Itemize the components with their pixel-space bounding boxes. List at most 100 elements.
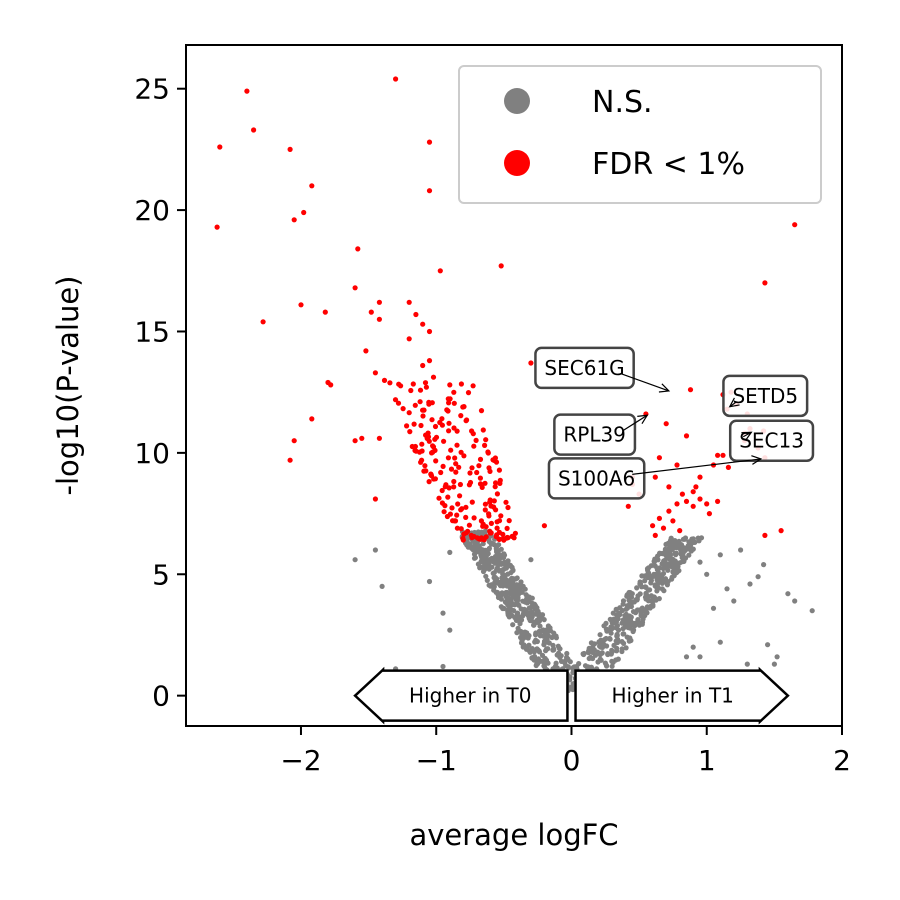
ns-point — [609, 658, 615, 664]
ns-point — [636, 622, 643, 628]
fdr-point — [652, 474, 658, 480]
fdr-point — [458, 507, 464, 513]
ns-point — [500, 583, 506, 589]
fdr-point — [762, 532, 768, 539]
fdr-point — [420, 362, 426, 369]
ns-point — [678, 551, 684, 557]
x-tick-label: 2 — [833, 744, 851, 777]
fdr-point — [447, 396, 453, 402]
gene-annotation: RPL39 — [553, 413, 649, 456]
fdr-point — [660, 525, 667, 531]
fdr-point — [453, 469, 459, 475]
ns-point — [372, 547, 378, 553]
fdr-point — [363, 348, 369, 354]
ns-point — [717, 639, 723, 645]
fdr-point — [359, 435, 365, 441]
fdr-point — [509, 533, 515, 540]
annotation-arrow — [621, 373, 670, 392]
fdr-point — [463, 504, 469, 510]
ns-point — [644, 566, 651, 572]
fdr-point — [467, 470, 473, 476]
ns-point — [695, 535, 701, 541]
fdr-point — [683, 433, 690, 439]
ns-point — [509, 564, 515, 571]
ns-point — [498, 546, 504, 552]
ns-point — [574, 663, 580, 670]
ns-point — [676, 568, 682, 574]
fdr-point — [432, 423, 439, 430]
ns-point — [531, 649, 538, 655]
ns-point — [512, 592, 518, 598]
direction-arrow-t1: Higher in T1 — [574, 666, 790, 725]
fdr-point — [690, 503, 696, 509]
ns-point — [543, 648, 549, 654]
fdr-point — [720, 452, 726, 458]
fdr-point — [393, 76, 399, 82]
ns-point — [657, 565, 663, 571]
fdr-point — [448, 447, 454, 453]
ns-point — [484, 577, 490, 584]
fdr-point — [485, 450, 491, 456]
fdr-point — [483, 534, 489, 540]
fdr-point — [423, 432, 429, 438]
fdr-point — [417, 387, 424, 393]
series-fdr-points — [214, 76, 798, 543]
ns-point — [642, 578, 648, 584]
y-tick-label: 5 — [152, 558, 170, 591]
ns-point — [644, 610, 650, 616]
ns-point — [744, 661, 750, 667]
ns-point — [480, 568, 487, 575]
ns-point — [627, 600, 633, 607]
ns-point — [623, 611, 629, 618]
ns-point — [480, 559, 486, 566]
ns-point — [526, 642, 532, 648]
x-tick-label: 1 — [698, 744, 716, 777]
fdr-point — [471, 443, 477, 449]
fdr-point — [429, 417, 435, 423]
ns-point — [619, 639, 625, 645]
ns-point — [545, 623, 552, 629]
ns-point — [549, 634, 555, 641]
ns-point — [669, 576, 675, 582]
fdr-point — [446, 428, 452, 434]
ns-point — [490, 570, 496, 576]
fdr-point — [395, 400, 402, 406]
ns-point — [595, 659, 601, 665]
fdr-point — [244, 88, 250, 94]
fdr-point — [677, 528, 683, 534]
fdr-point — [441, 509, 447, 515]
annotation-arrowhead — [741, 431, 753, 441]
ns-point — [581, 650, 587, 657]
gene-label: S100A6 — [558, 466, 635, 490]
y-tick-label: 25 — [134, 73, 170, 106]
fdr-point — [482, 507, 488, 513]
ns-point — [586, 645, 592, 652]
fdr-point — [214, 224, 220, 230]
fdr-point — [476, 463, 482, 469]
ns-point — [505, 612, 511, 618]
ns-point — [610, 610, 616, 616]
fdr-point — [466, 522, 472, 528]
ns-point — [492, 579, 498, 585]
ns-point — [661, 588, 667, 594]
ns-point — [521, 629, 528, 636]
ns-point — [526, 648, 532, 654]
fdr-point — [683, 498, 690, 504]
legend: N.S. FDR < 1% — [458, 65, 822, 204]
fdr-point — [422, 463, 428, 469]
fdr-point — [325, 379, 331, 386]
fdr-point — [430, 374, 437, 380]
ns-point — [619, 646, 625, 652]
x-tick-label: −2 — [280, 744, 321, 777]
annotation-arrow — [622, 414, 648, 432]
fdr-point — [417, 449, 423, 455]
fdr-point — [674, 501, 680, 507]
ns-point — [525, 594, 531, 600]
ns-point — [655, 585, 662, 591]
fdr-point — [500, 531, 506, 538]
fdr-point — [494, 525, 500, 531]
ns-point — [670, 569, 676, 575]
ns-point — [516, 602, 522, 608]
gene-annotation: SEC13 — [728, 419, 815, 462]
fdr-point — [451, 484, 457, 490]
